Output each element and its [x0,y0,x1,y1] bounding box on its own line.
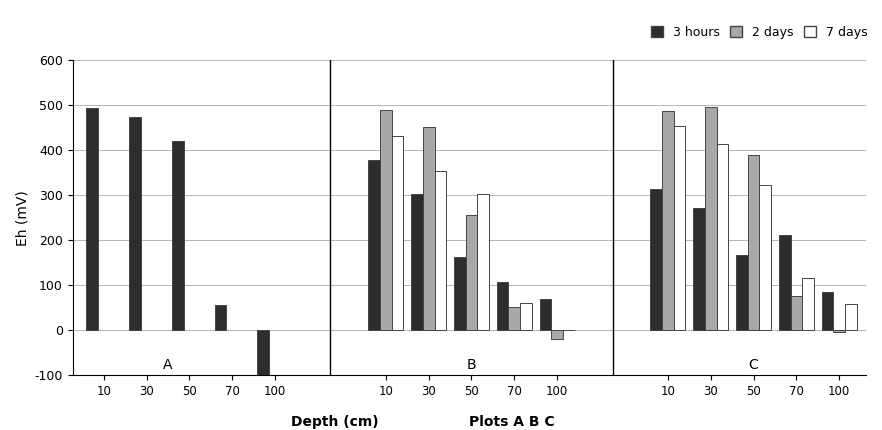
Bar [380,110,392,330]
Bar [705,107,716,330]
Bar [540,299,551,330]
Bar [172,141,183,330]
Text: C: C [749,358,759,372]
Bar [392,136,403,330]
Bar [497,283,508,330]
Bar [662,111,674,330]
Bar [477,194,489,330]
Bar [716,144,729,330]
Bar [214,305,227,330]
Bar [454,257,466,330]
Text: A: A [163,358,173,372]
Bar [86,108,98,330]
Bar [520,303,532,330]
Text: Depth (cm): Depth (cm) [291,415,379,429]
Bar [779,235,790,330]
Bar [508,307,520,330]
Bar [833,330,845,332]
Text: B: B [467,358,476,372]
Text: Plots A B C: Plots A B C [468,415,555,429]
Bar [674,126,685,330]
Bar [803,278,814,330]
Bar [845,304,856,330]
Bar [790,296,803,330]
Bar [466,215,477,330]
Bar [258,330,269,384]
Bar [551,330,563,339]
Bar [748,155,759,330]
Bar [693,208,705,330]
Bar [435,171,446,330]
Legend: 3 hours, 2 days, 7 days: 3 hours, 2 days, 7 days [651,26,868,39]
Bar [822,292,833,330]
Bar [129,117,141,330]
Bar [411,194,422,330]
Bar [736,255,748,330]
Bar [650,188,662,330]
Bar [369,160,380,330]
Y-axis label: Eh (mV): Eh (mV) [15,190,29,246]
Bar [759,185,771,330]
Bar [422,127,435,330]
